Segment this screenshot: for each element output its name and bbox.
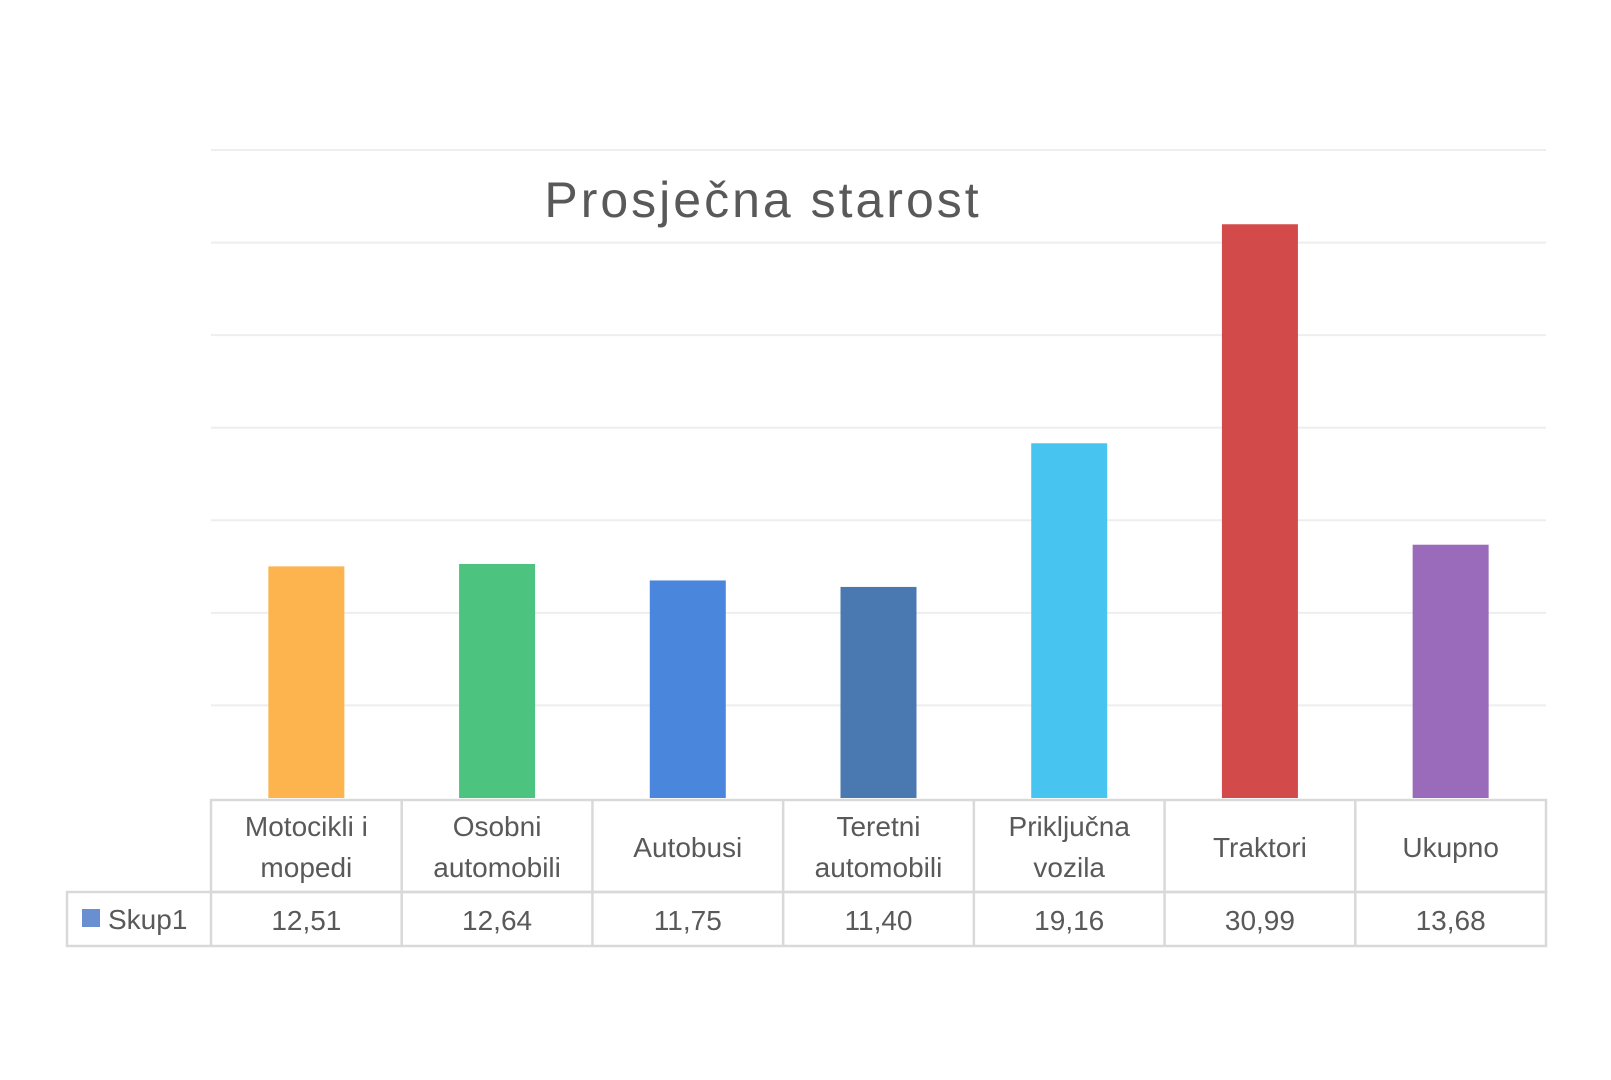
- category-label: Priključna vozila: [1009, 811, 1131, 883]
- category-label-line: Teretni: [836, 811, 920, 842]
- category-label-line: Ukupno: [1402, 832, 1499, 863]
- category-label-line: Motocikli i: [245, 811, 368, 842]
- category-label-line: Priključna: [1009, 811, 1131, 842]
- legend-label: Skup1: [108, 904, 187, 935]
- bar: [268, 566, 345, 798]
- chart-title: Prosječna starost: [544, 172, 981, 228]
- category-label-line: Osobni: [453, 811, 542, 842]
- bar: [459, 563, 536, 798]
- category-label-line: Traktori: [1213, 832, 1307, 863]
- category-label-line: automobili: [815, 852, 943, 883]
- legend-key: [82, 909, 100, 927]
- category-label-line: mopedi: [260, 852, 352, 883]
- category-label: Osobni automobili: [433, 811, 561, 883]
- data-label: 13,68: [1416, 905, 1486, 936]
- gridlines: [211, 149, 1546, 707]
- category-label: Traktori: [1213, 832, 1307, 863]
- bars: [268, 224, 1489, 798]
- bar: [1412, 544, 1489, 798]
- bar: [1221, 224, 1298, 798]
- category-label: Autobusi: [633, 832, 742, 863]
- category-label-line: vozila: [1033, 852, 1105, 883]
- category-label-line: Autobusi: [633, 832, 742, 863]
- category-label: Teretni automobili: [815, 811, 943, 883]
- bar: [649, 580, 726, 798]
- data-label: 30,99: [1225, 905, 1295, 936]
- bar: [1031, 443, 1108, 798]
- data-label: 19,16: [1034, 905, 1104, 936]
- category-label-line: automobili: [433, 852, 561, 883]
- data-label: 11,75: [654, 905, 722, 936]
- category-label: Motocikli i mopedi: [245, 811, 368, 883]
- data-label: 12,51: [271, 905, 341, 936]
- data-table: Motocikli i mopedi 12,51 Osobni automobili 12…: [65, 798, 1548, 948]
- category-label: Ukupno: [1402, 832, 1499, 863]
- table-data-row: [65, 890, 1548, 948]
- data-label: 11,40: [845, 905, 913, 936]
- data-label: 12,64: [462, 905, 532, 936]
- bar: [840, 586, 917, 798]
